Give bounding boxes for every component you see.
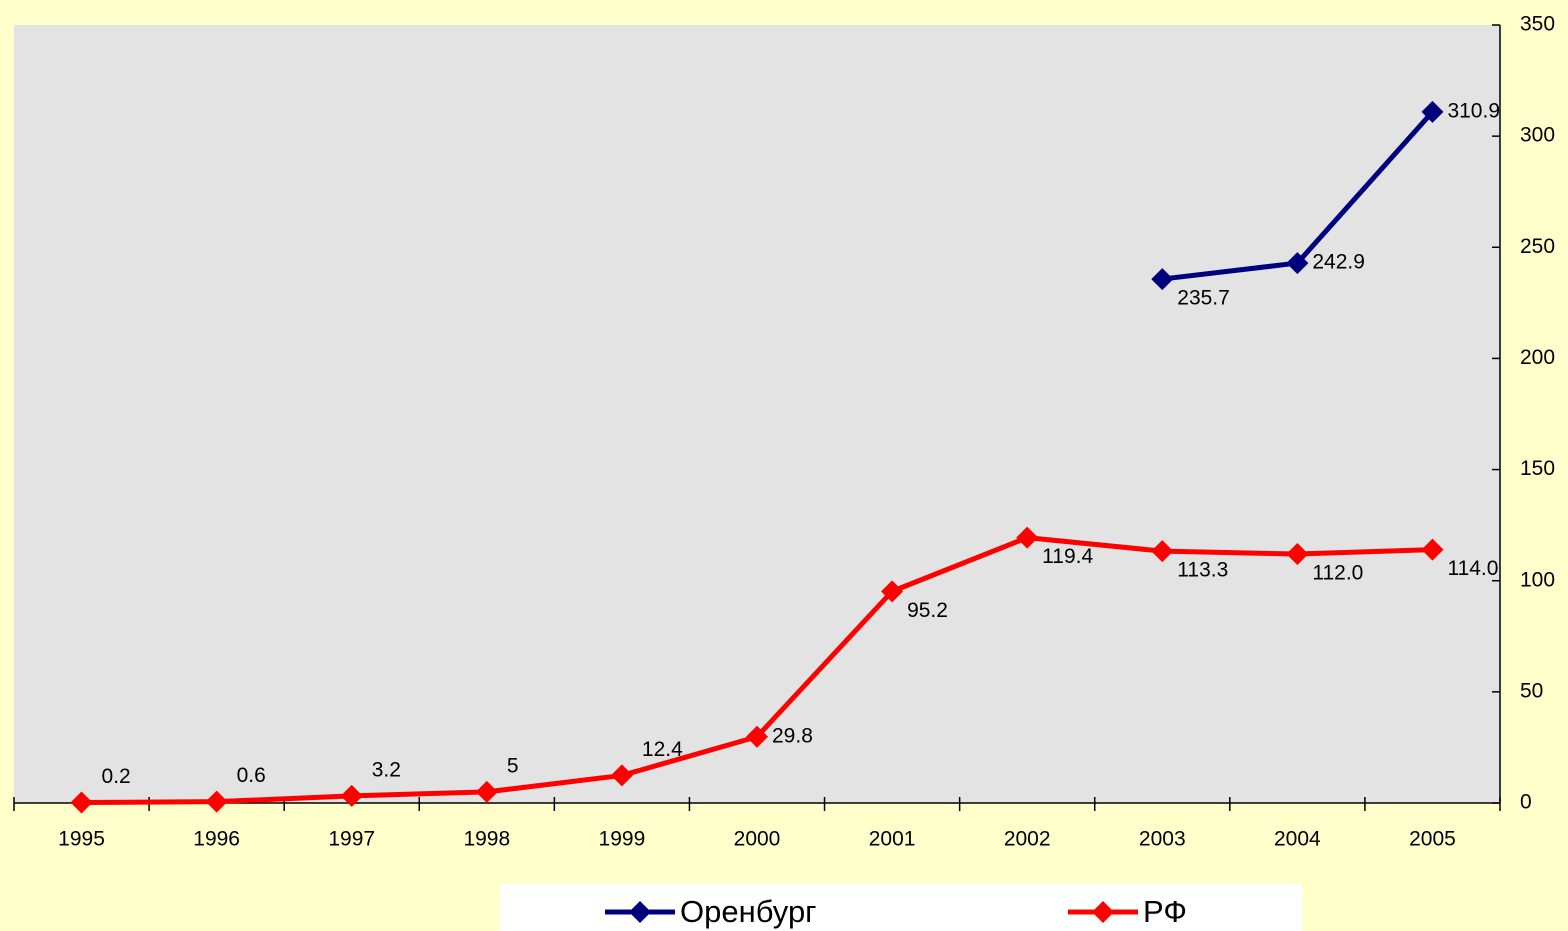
y-tick-label: 350 [1520,13,1555,36]
marker [205,790,228,813]
data-label: 3.2 [372,758,401,781]
marker [1286,543,1309,566]
marker [1151,268,1174,291]
x-tick-label: 1998 [463,828,510,851]
y-tick-label: 100 [1520,568,1555,591]
legend-label: РФ [1143,894,1187,929]
marker [1421,100,1444,123]
legend-label: Оренбург [680,894,817,929]
x-tick-label: 2004 [1274,828,1321,851]
y-tick-label: 150 [1520,457,1555,480]
data-label: 0.2 [102,765,131,788]
x-tick-label: 1999 [599,828,646,851]
y-tick-label: 200 [1520,346,1555,369]
data-label: 12.4 [642,738,683,761]
x-tick-label: 2000 [734,828,781,851]
data-label: 114.0 [1447,557,1498,580]
data-label: 235.7 [1177,287,1230,310]
data-label: 119.4 [1042,545,1093,568]
data-label: 95.2 [907,599,948,622]
data-label: 310.9 [1447,99,1500,122]
plot-area [14,25,1500,803]
x-tick-label: 2003 [1139,828,1186,851]
marker [610,764,633,787]
marker [340,784,363,807]
legend-marker [629,901,651,923]
marker [1016,526,1039,549]
data-label: 29.8 [772,724,813,747]
y-tick-label: 0 [1520,791,1532,814]
x-tick-label: 1996 [193,828,240,851]
data-label: 0.6 [237,764,266,787]
marker [746,725,768,748]
marker [881,580,904,603]
marker [1421,538,1444,561]
marker [70,791,93,814]
marker [1151,540,1174,563]
legend-marker [1092,901,1114,923]
marker [475,780,498,803]
data-label: 113.3 [1177,559,1228,582]
x-tick-label: 2002 [1004,828,1051,851]
marker [1286,252,1309,275]
y-tick-label: 50 [1520,679,1543,702]
x-tick-label: 1995 [58,828,105,851]
data-label: 5 [507,754,519,777]
y-tick-label: 300 [1520,124,1555,147]
x-tick-label: 2005 [1409,828,1456,851]
x-tick-label: 1997 [328,828,375,851]
data-label: 112.0 [1312,562,1363,585]
data-label: 242.9 [1312,251,1365,274]
y-tick-label: 250 [1520,235,1555,258]
x-tick-label: 2001 [869,828,916,851]
